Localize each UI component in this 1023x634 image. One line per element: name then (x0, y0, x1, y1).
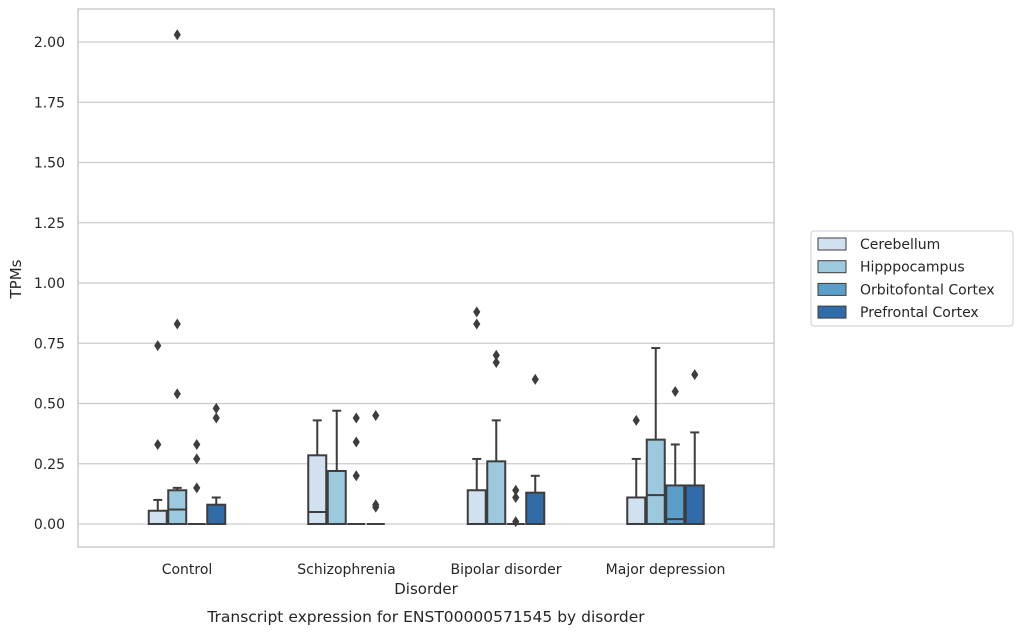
outlier-point (193, 453, 201, 465)
outlier-point (154, 340, 162, 352)
outlier-point (492, 349, 500, 361)
legend-label: Cerebellum (860, 237, 940, 253)
plot-area (78, 9, 774, 547)
outlier-point (173, 388, 181, 400)
box-group (486, 349, 507, 525)
outlier-point (352, 470, 360, 482)
outlier-point (372, 499, 380, 511)
x-tick-label: Major depression (606, 562, 726, 578)
box (147, 509, 168, 525)
box-groups (147, 29, 705, 528)
y-tick-label: 1.25 (34, 216, 65, 232)
box-group (206, 402, 227, 526)
legend-label: Hipppocampus (860, 260, 965, 276)
x-tick-label: Control (162, 562, 213, 578)
box (466, 489, 487, 526)
box (206, 503, 227, 526)
box (645, 438, 666, 525)
box (525, 491, 546, 526)
box-group (187, 438, 206, 525)
outlier-point (632, 414, 640, 426)
outlier-point (193, 438, 201, 450)
outlier-point (512, 491, 520, 503)
legend-label: Orbitofontal Cortex (860, 282, 995, 298)
box (486, 460, 507, 525)
box-group (466, 306, 487, 526)
box-group (167, 29, 188, 526)
outlier-point (473, 306, 481, 318)
y-tick-label: 0.25 (34, 457, 65, 473)
box-group (525, 373, 546, 526)
outlier-point (173, 318, 181, 330)
plot-frame (77, 8, 775, 548)
y-tick-label: 1.75 (34, 95, 65, 111)
outlier-point (212, 402, 220, 414)
x-axis-label: Disorder (394, 580, 458, 598)
box-group (684, 369, 705, 526)
y-axis-label: TPMs (7, 259, 25, 299)
box-group (347, 412, 366, 525)
box-group (147, 340, 168, 525)
x-tick-label: Schizophrenia (297, 562, 395, 578)
y-tick-label: 0.50 (34, 397, 65, 413)
legend-swatch (817, 282, 847, 296)
legend-swatch (817, 260, 847, 274)
box (167, 489, 188, 526)
legend: Cerebellum Hipppocampus Orbitofontal Corte… (810, 230, 1014, 327)
outlier-point (352, 412, 360, 424)
y-tick-label: 0.75 (34, 336, 65, 352)
legend-label: Prefrontal Cortex (860, 305, 979, 321)
box (326, 469, 347, 526)
outlier-point (512, 516, 520, 528)
box-group (506, 484, 525, 528)
box (684, 484, 705, 526)
box-group (326, 409, 347, 526)
outlier-point (512, 484, 520, 496)
outlier-point (212, 412, 220, 424)
chart-caption: Transcript expression for ENST0000057154… (206, 608, 645, 626)
box (307, 454, 328, 525)
box (626, 496, 647, 525)
y-tick-label: 2.00 (34, 35, 65, 51)
outlier-point (691, 369, 699, 381)
legend-frame (810, 230, 1014, 327)
outlier-point (154, 438, 162, 450)
outlier-point (173, 29, 181, 41)
y-tick-label: 1.50 (34, 156, 65, 172)
grid-lines (78, 41, 774, 525)
box-group (645, 347, 666, 525)
outlier-point (372, 410, 380, 422)
y-tick-labels: 0.00 0.25 0.50 0.75 1.00 1.25 1.50 1.75 2.00 (34, 35, 65, 533)
x-tick-label: Bipolar disorder (450, 562, 561, 578)
outlier-point (492, 357, 500, 369)
box-group (665, 385, 686, 526)
legend-swatch (817, 237, 847, 251)
x-tick-labels: Control Schizophrenia Bipolar disorder Majo… (162, 562, 726, 578)
outlier-point (473, 318, 481, 330)
box-group (626, 414, 647, 525)
outlier-point (671, 385, 679, 397)
box-group (307, 419, 328, 525)
outlier-point (531, 373, 539, 385)
outlier-point (193, 482, 201, 494)
box (665, 484, 686, 526)
y-tick-label: 1.00 (34, 276, 65, 292)
outlier-point (352, 436, 360, 448)
y-tick-label: 0.00 (34, 517, 65, 533)
legend-swatch (817, 305, 847, 319)
box-group (366, 410, 385, 525)
